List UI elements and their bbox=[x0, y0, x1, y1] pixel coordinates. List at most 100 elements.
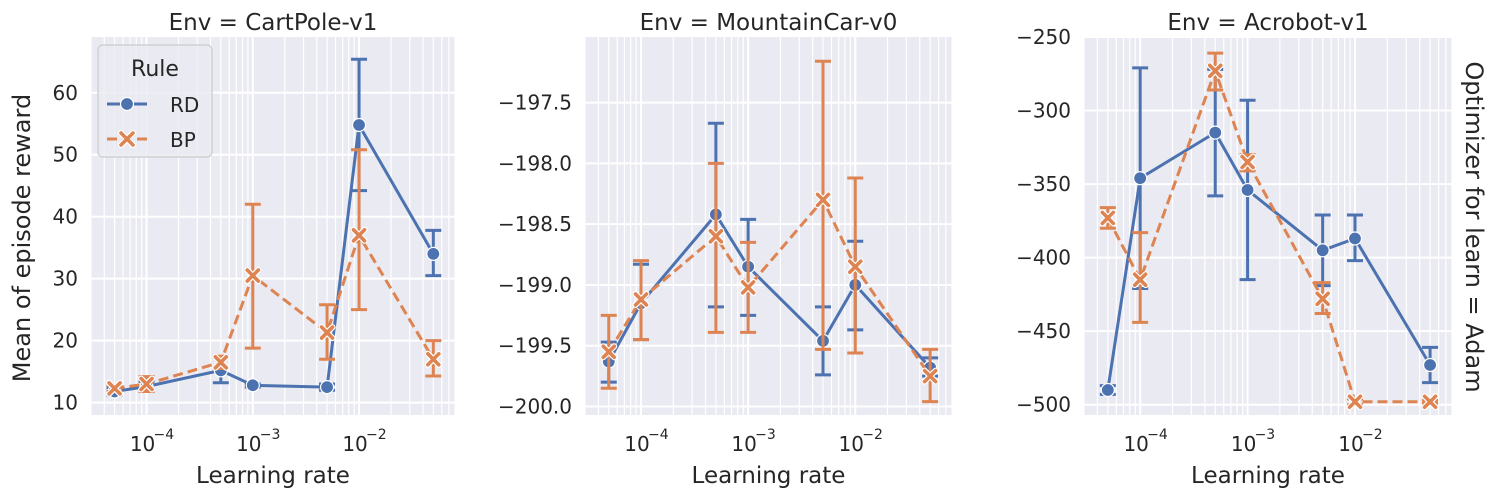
x-tick-label: 10 bbox=[236, 432, 261, 456]
data-point bbox=[106, 379, 124, 397]
panel-2: −197.5−198.0−198.5−199.0−199.5−200.010−4… bbox=[498, 10, 953, 489]
marker-stroke bbox=[213, 355, 229, 370]
marker-stroke bbox=[1315, 291, 1330, 307]
data-point bbox=[318, 324, 336, 342]
y-tick-label: −500 bbox=[1016, 393, 1071, 417]
legend-bp-label: BP bbox=[170, 128, 196, 152]
marker-stroke bbox=[922, 368, 938, 384]
data-point bbox=[350, 226, 368, 244]
x-tick-exponent: −4 bbox=[1147, 427, 1168, 443]
legend-rd-marker bbox=[119, 96, 135, 112]
x-tick-exponent: −4 bbox=[154, 427, 175, 443]
data-point bbox=[632, 291, 650, 309]
data-point bbox=[1133, 171, 1148, 186]
data-point bbox=[1131, 271, 1149, 289]
legend-bp-marker bbox=[118, 130, 136, 148]
marker-stroke bbox=[107, 381, 122, 396]
x-tick-exponent: −3 bbox=[755, 427, 776, 443]
y-tick-label: −199.5 bbox=[498, 334, 572, 358]
y-tick-label: −350 bbox=[1016, 172, 1071, 196]
y-axis-label: Mean of episode reward bbox=[8, 94, 36, 382]
y-tick-label: −198.0 bbox=[498, 151, 572, 175]
data-point bbox=[1100, 382, 1115, 398]
x-tick-exponent: −2 bbox=[366, 427, 387, 443]
y-tick-label: −198.5 bbox=[498, 212, 572, 236]
series-bp bbox=[1099, 51, 1439, 411]
x-tick-exponent: −2 bbox=[1362, 427, 1383, 443]
marker-stroke bbox=[1132, 272, 1148, 287]
legend-rd-label: RD bbox=[170, 93, 199, 117]
panel-title: Env = MountainCar-v0 bbox=[640, 10, 898, 36]
x-axis-label: Learning rate bbox=[1191, 463, 1345, 489]
data-point bbox=[424, 350, 442, 368]
data-point bbox=[739, 278, 757, 296]
marker-stroke bbox=[633, 292, 649, 307]
marker-stroke bbox=[740, 280, 756, 295]
data-point bbox=[846, 258, 864, 276]
x-tick-exponent: −4 bbox=[648, 427, 669, 443]
data-point bbox=[245, 378, 260, 393]
y-tick-label: 10 bbox=[53, 391, 78, 415]
data-point bbox=[319, 380, 335, 395]
y-tick-label: 50 bbox=[53, 143, 78, 167]
y-tick-label: 20 bbox=[53, 329, 78, 353]
marker-stroke bbox=[1347, 394, 1363, 410]
marker-stroke bbox=[708, 229, 724, 244]
y-tick-label: −199.0 bbox=[498, 273, 572, 297]
data-point bbox=[921, 367, 939, 385]
data-point bbox=[814, 191, 832, 209]
data-point bbox=[1315, 243, 1330, 258]
data-point bbox=[351, 117, 367, 133]
y-tick-label: 40 bbox=[53, 205, 78, 229]
x-tick-label: 10 bbox=[130, 432, 155, 456]
legend-frame bbox=[97, 44, 213, 158]
panel-title: Env = Acrobot-v1 bbox=[1167, 10, 1368, 36]
x-axis-label: Learning rate bbox=[196, 463, 350, 489]
series-bp bbox=[106, 148, 442, 397]
x-tick-exponent: −2 bbox=[862, 427, 883, 443]
marker-stroke bbox=[815, 192, 831, 208]
marker-stroke bbox=[351, 227, 367, 243]
data-point bbox=[1099, 209, 1117, 227]
data-point bbox=[600, 343, 618, 361]
marker-stroke bbox=[1422, 394, 1438, 410]
data-point bbox=[1422, 357, 1438, 373]
legend-title: Rule bbox=[131, 57, 179, 82]
data-point bbox=[1347, 231, 1363, 246]
panel-title: Env = CartPole-v1 bbox=[169, 10, 378, 36]
marker-stroke bbox=[847, 259, 863, 275]
plot-background bbox=[1084, 37, 1452, 415]
x-tick-label: 10 bbox=[1231, 432, 1256, 456]
y-tick-label: −400 bbox=[1016, 246, 1071, 270]
data-point bbox=[1239, 153, 1257, 171]
data-point bbox=[1346, 393, 1364, 411]
y-tick-label: 60 bbox=[53, 81, 78, 105]
marker-stroke bbox=[1240, 154, 1255, 170]
y-tick-label: −300 bbox=[1016, 99, 1071, 123]
marker-stroke bbox=[601, 344, 617, 360]
series-bp bbox=[600, 59, 939, 404]
marker-stroke bbox=[139, 376, 154, 392]
data-point bbox=[1208, 125, 1223, 140]
data-point bbox=[1206, 62, 1224, 80]
x-tick-label: 10 bbox=[624, 432, 649, 456]
data-point bbox=[244, 267, 262, 285]
x-tick-label: 10 bbox=[1123, 432, 1148, 456]
data-point bbox=[1314, 290, 1332, 308]
x-tick-exponent: −3 bbox=[1255, 427, 1276, 443]
y-tick-label: −197.5 bbox=[498, 91, 572, 115]
x-tick-label: 10 bbox=[342, 432, 367, 456]
data-point bbox=[138, 375, 156, 393]
data-point bbox=[1240, 182, 1255, 198]
marker-stroke bbox=[1207, 63, 1223, 79]
data-point bbox=[1421, 393, 1439, 411]
data-point bbox=[426, 246, 441, 261]
y-tick-label: 30 bbox=[53, 267, 78, 291]
y-tick-label: −200.0 bbox=[498, 394, 572, 418]
x-tick-label: 10 bbox=[1338, 432, 1363, 456]
marker-stroke bbox=[319, 325, 335, 340]
x-tick-label: 10 bbox=[731, 432, 756, 456]
